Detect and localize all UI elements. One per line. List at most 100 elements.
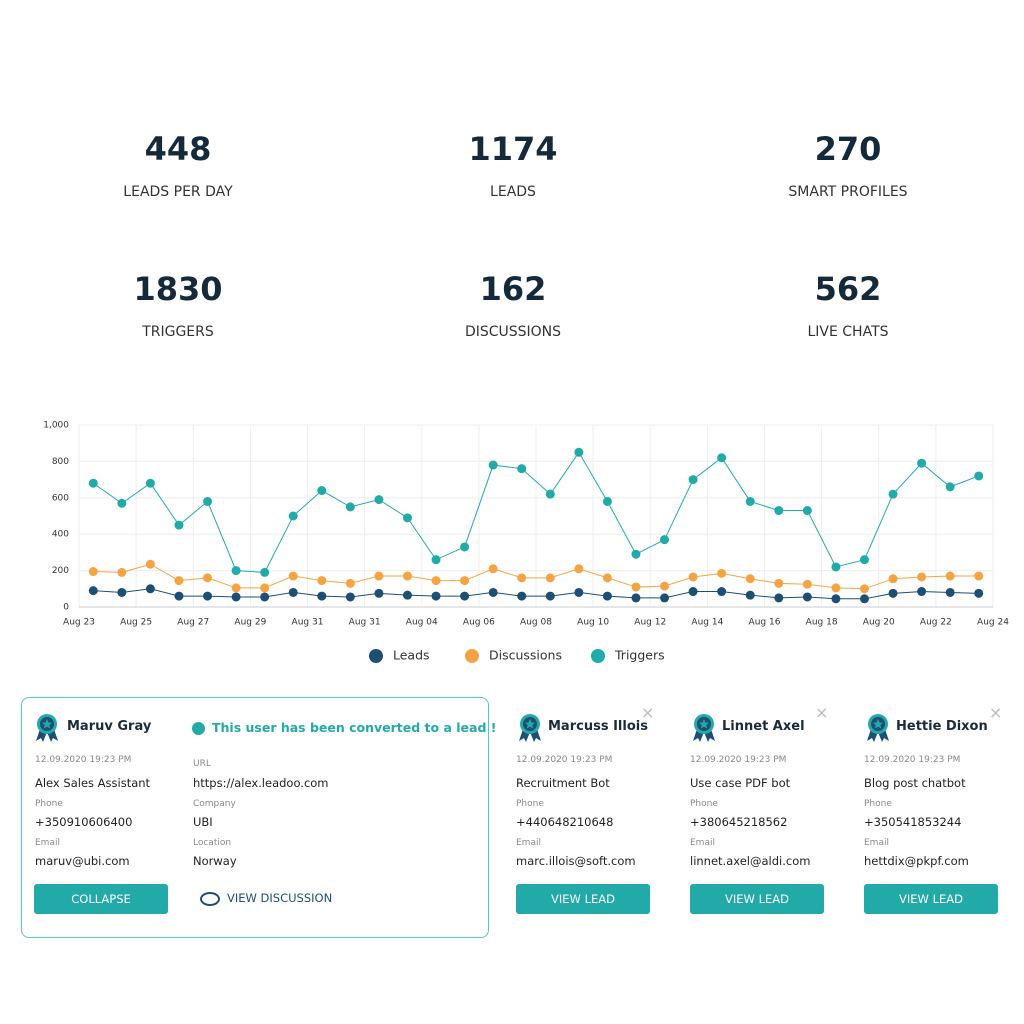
data-point [345,578,355,588]
date: 12.09.2020 19:23 PM [690,755,787,765]
view-lead-button[interactable]: VIEW LEAD [516,884,650,914]
data-point [745,496,755,506]
data-point [974,571,984,581]
data-point [831,594,841,604]
data-point [888,489,898,499]
x-tick-label: Aug 10 [577,618,609,628]
legend-marker [465,649,479,663]
data-point [460,591,470,601]
view-lead-button[interactable]: VIEW LEAD [690,884,824,914]
data-point [717,453,727,463]
data-point [88,586,98,596]
data-point [231,566,241,576]
y-tick-label: 400 [52,530,69,540]
close-button[interactable]: × [989,703,1003,722]
url-label: URL [193,759,211,769]
phone: +440648210648 [516,815,614,829]
email-label: Email [516,838,541,848]
data-point [517,573,527,583]
x-tick-label: Aug 04 [406,618,438,628]
data-point [859,584,869,594]
data-point [460,542,470,552]
data-point [574,564,584,574]
email-label: Email [690,838,715,848]
stat-value: 1174 [468,130,558,168]
data-point [517,591,527,601]
phone: +380645218562 [690,815,788,829]
data-point [660,593,670,603]
x-tick-label: Aug 20 [863,618,895,628]
stat-label: LEADS [490,184,536,200]
email: linnet.axel@aldi.com [690,854,811,868]
data-point [688,475,698,485]
badge-icon [519,714,541,742]
y-tick-label: 0 [63,603,69,613]
data-point [317,576,327,586]
y-tick-label: 600 [52,493,69,503]
converted-note: This user has been converted to a lead ! [212,720,497,735]
collapse-button[interactable]: COLLAPSE [34,884,168,914]
badge-icon [36,714,58,742]
data-point [260,567,270,577]
email: maruv@ubi.com [35,854,130,868]
series-line [92,451,979,573]
x-tick-label: Aug 08 [520,618,552,628]
data-point [174,591,184,601]
data-point [317,591,327,601]
date: 12.09.2020 19:23 PM [864,755,961,765]
data-point [402,513,412,523]
data-point [374,588,384,598]
data-point [288,511,298,521]
data-point [374,571,384,581]
data-point [431,555,441,565]
y-tick-label: 800 [52,457,69,467]
x-tick-label: Aug 29 [234,618,266,628]
x-tick-label: Aug 31 [349,618,381,628]
x-tick-label: Aug 27 [177,618,209,628]
view-discussion-button[interactable]: VIEW DISCUSSION [227,891,333,905]
x-tick-label: Aug 22 [920,618,952,628]
bot: Blog post chatbot [864,776,966,790]
x-tick-label: Aug 18 [806,618,838,628]
data-point [231,592,241,602]
data-point [802,579,812,589]
data-point [717,568,727,578]
eye-icon [200,892,220,906]
date: 12.09.2020 19:23 PM [35,755,132,765]
close-button[interactable]: × [815,703,829,722]
data-point [402,571,412,581]
data-point [574,587,584,597]
email-label: Email [864,838,889,848]
name: Linnet Axel [722,719,805,734]
stat-value: 162 [479,270,547,308]
data-point [203,591,213,601]
name: Marcuss Illois [548,719,648,734]
badge-icon [867,714,889,742]
data-point [631,582,641,592]
data-point [574,447,584,457]
data-point [974,471,984,481]
x-tick-label: Aug 12 [634,618,666,628]
close-button[interactable]: × [641,703,655,722]
legend-marker [591,649,605,663]
data-point [888,574,898,584]
name: Maruv Gray [67,719,152,734]
data-point [145,559,155,569]
data-point [117,567,127,577]
data-point [945,482,955,492]
data-point [117,587,127,597]
stat-label: DISCUSSIONS [464,324,562,340]
data-point [917,458,927,468]
bot: Use case PDF bot [690,776,791,790]
x-tick-label: Aug 31 [292,618,324,628]
data-point [374,495,384,505]
data-point [88,478,98,488]
view-lead-button[interactable]: VIEW LEAD [864,884,998,914]
data-point [660,581,670,591]
data-point [602,591,612,601]
data-point [888,588,898,598]
data-point [631,593,641,603]
data-point [974,588,984,598]
chart: 0 200 400 600 800 1,000 Aug 23 Aug 25 Aug 27 Aug … [43,421,1009,663]
data-point [688,572,698,582]
